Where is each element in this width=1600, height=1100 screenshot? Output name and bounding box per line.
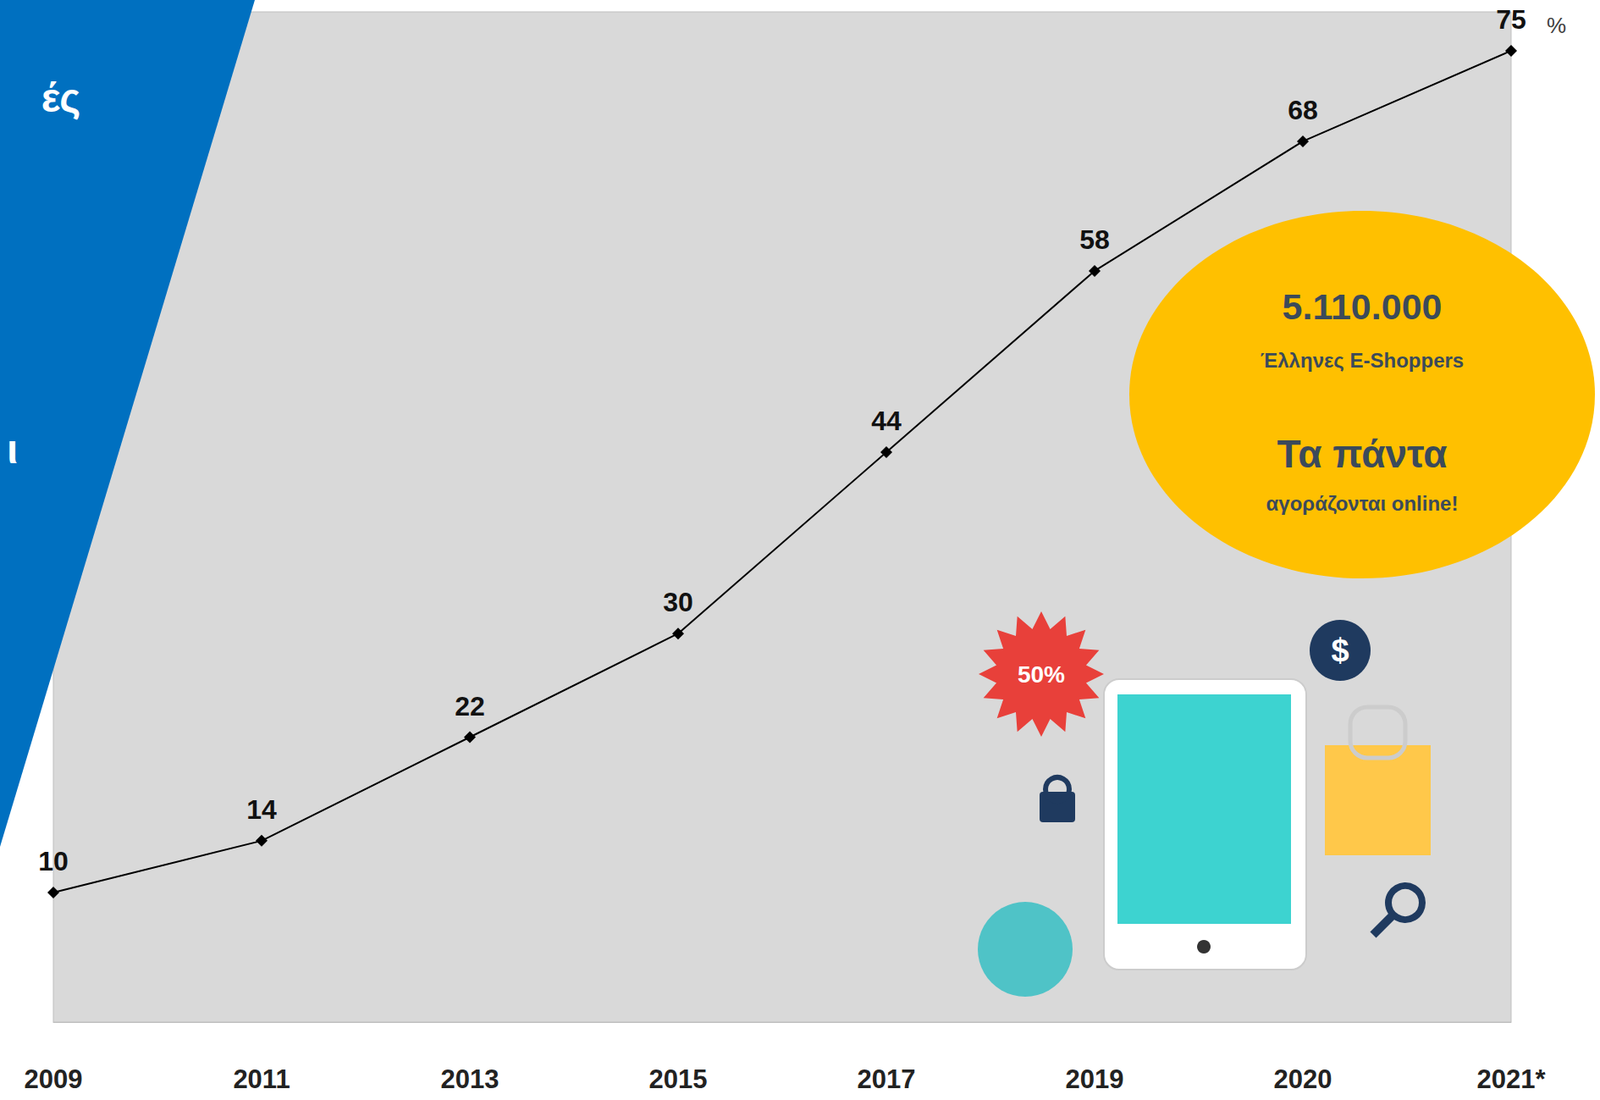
svg-text:$: $ [1330, 632, 1349, 668]
svg-text:Τα πάντα: Τα πάντα [1276, 431, 1447, 476]
svg-text:2021*: 2021* [1476, 1064, 1546, 1094]
svg-text:30: 30 [662, 586, 694, 618]
svg-text:5.110.000: 5.110.000 [1282, 286, 1443, 327]
svg-text:αγοράζονται online!: αγοράζονται online! [1266, 491, 1459, 515]
svg-text:ές: ές [41, 75, 82, 121]
svg-text:2020: 2020 [1274, 1064, 1333, 1094]
svg-text:2011: 2011 [232, 1064, 290, 1094]
svg-text:2017: 2017 [857, 1064, 916, 1094]
svg-text:44: 44 [871, 405, 902, 436]
svg-text:2013: 2013 [441, 1064, 500, 1094]
svg-text:58: 58 [1079, 224, 1110, 255]
svg-text:ι: ι [6, 426, 18, 472]
svg-text:10: 10 [38, 845, 69, 877]
svg-text:%: % [1546, 12, 1567, 39]
svg-text:14: 14 [246, 794, 277, 825]
svg-text:2019: 2019 [1065, 1064, 1125, 1094]
svg-text:Έλληνες E-Shoppers: Έλληνες E-Shoppers [1260, 348, 1464, 372]
svg-text:68: 68 [1287, 94, 1319, 126]
svg-text:50%: 50% [1017, 661, 1065, 688]
svg-text:22: 22 [454, 690, 486, 722]
svg-text:2015: 2015 [649, 1064, 708, 1094]
svg-text:75: 75 [1495, 4, 1527, 35]
svg-text:2009: 2009 [24, 1064, 83, 1094]
